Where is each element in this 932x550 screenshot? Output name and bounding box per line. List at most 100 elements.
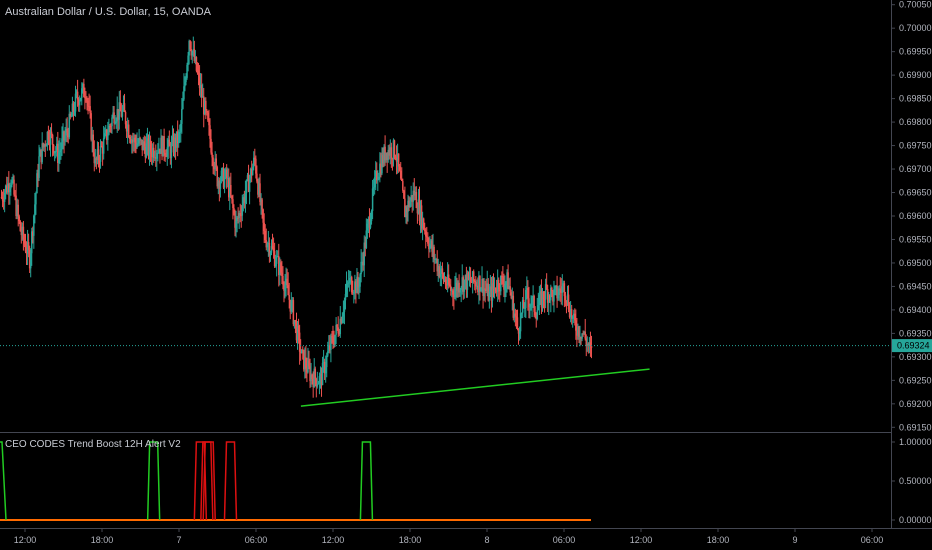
candle-body	[354, 281, 356, 293]
candle-body	[429, 244, 431, 250]
candle-body	[369, 221, 372, 228]
indicator-title[interactable]: CEO CODES Trend Boost 12H Alert V2	[5, 439, 181, 450]
candle-body	[90, 113, 92, 140]
candle-body	[62, 131, 64, 139]
candle-body	[131, 139, 133, 143]
candle-body	[444, 279, 447, 285]
candle-body	[102, 138, 105, 154]
candle-body	[402, 181, 404, 191]
candle-body	[86, 99, 88, 101]
candle-body	[56, 143, 58, 152]
candle-body	[279, 262, 281, 276]
candle-body	[115, 121, 117, 124]
candle-body	[48, 139, 51, 145]
candle-body	[524, 307, 526, 309]
candle-body	[211, 152, 213, 158]
candle-body	[274, 263, 277, 267]
candle-body	[100, 146, 103, 148]
candle-body	[466, 272, 469, 290]
price-tick-label: 0.69850	[899, 94, 932, 104]
candle-body	[383, 146, 385, 164]
candle-body	[328, 345, 330, 352]
candle-body	[219, 181, 222, 189]
candle-body	[71, 103, 74, 117]
candle-body	[552, 291, 554, 302]
last-price-badge: 0.69324	[892, 339, 932, 353]
candle-body	[564, 296, 567, 301]
candle-body	[294, 320, 297, 322]
candle-body	[158, 148, 160, 153]
candle-body	[343, 300, 346, 312]
candle-body	[289, 299, 291, 312]
candle-body	[111, 117, 113, 127]
price-axis[interactable]: 0.70050 0.70000 0.69950 0.69900 0.69850 0.698…	[891, 0, 932, 432]
candle-body	[197, 72, 200, 74]
candle-body	[378, 176, 380, 180]
candle-body	[120, 111, 123, 117]
candle-body	[568, 309, 571, 318]
time-axis[interactable]: 12:00 18:00 7 06:00 12:00 18:00 8 06:00 12:00 18:…	[14, 528, 884, 545]
candle-body	[571, 316, 574, 319]
candle-body	[172, 137, 175, 153]
candle-body	[3, 192, 6, 202]
candle-body	[382, 155, 384, 164]
candle-body	[147, 138, 150, 155]
candle-body	[344, 293, 347, 301]
candle-body	[397, 153, 400, 167]
candle-body	[394, 156, 397, 158]
candle-body	[538, 294, 541, 306]
indicator-tick-label: 1.00000	[899, 437, 932, 447]
candle-body	[430, 240, 432, 245]
symbol-title[interactable]: Australian Dollar / U.S. Dollar, 15, OAN…	[5, 6, 212, 18]
time-tick-label: 8	[484, 535, 489, 545]
candle-body	[139, 138, 141, 140]
candle-body	[575, 320, 577, 331]
candle-body	[167, 139, 170, 148]
candle-body	[11, 180, 13, 186]
candle-body	[414, 192, 417, 196]
candle-body	[32, 231, 34, 236]
candle-body	[482, 279, 484, 297]
candle-body	[226, 178, 229, 180]
candle-body	[520, 312, 523, 314]
candle-body	[177, 132, 180, 144]
candle-body	[535, 315, 537, 320]
candle-body	[232, 199, 234, 209]
candle-body	[140, 139, 142, 141]
candle-body	[156, 152, 158, 159]
trendline[interactable]	[300, 368, 650, 407]
candle-body	[381, 155, 383, 174]
candle-body	[475, 281, 477, 287]
candle-body	[10, 185, 12, 189]
candle-body	[29, 253, 32, 269]
candle-body	[152, 147, 155, 158]
candle-body	[479, 275, 481, 291]
candle-body	[92, 134, 94, 153]
candle-body	[99, 146, 102, 162]
candle-body	[447, 274, 450, 285]
indicator-tick-label: 0.50000	[899, 476, 932, 486]
indicator-axis[interactable]: 1.00000 0.50000 0.00000	[891, 437, 932, 525]
time-tick-label: 18:00	[707, 535, 730, 545]
candle-body	[185, 77, 187, 83]
candle-body	[324, 367, 327, 374]
candle-body	[248, 178, 251, 192]
candle-body	[485, 289, 487, 291]
candle-body	[384, 146, 386, 161]
candle-body	[190, 49, 192, 56]
candle-body	[433, 246, 435, 260]
candle-body	[319, 373, 322, 377]
candle-body	[348, 278, 351, 283]
candle-body	[555, 285, 557, 288]
candle-body	[587, 343, 590, 346]
candle-body	[9, 188, 11, 193]
candle-body	[373, 177, 376, 188]
candle-body	[2, 200, 5, 202]
candle-body	[529, 304, 531, 307]
candle-body	[385, 152, 387, 161]
candle-body	[285, 278, 287, 285]
candle-body	[246, 175, 249, 180]
candle-body	[215, 158, 217, 168]
candle-body	[395, 157, 398, 162]
